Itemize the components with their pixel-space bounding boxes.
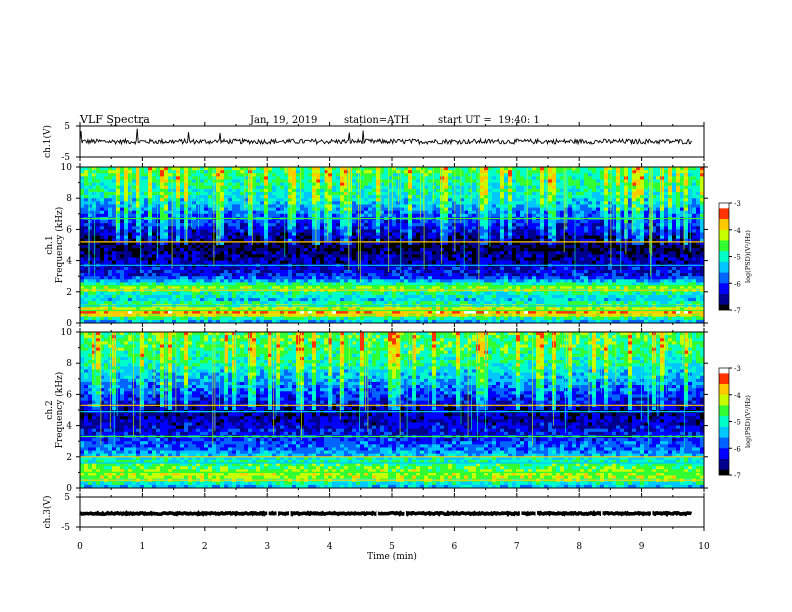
x-tick-label-8: 8 xyxy=(576,542,582,552)
signal-trace-ch1 xyxy=(80,129,692,144)
colorbar-tick-ch2-spec-2: -5 xyxy=(734,419,741,427)
y-tick-label-ch1-spec-1: 2 xyxy=(66,288,72,298)
ch2-spec xyxy=(76,332,708,488)
ch1-spec xyxy=(76,167,708,323)
ch1 xyxy=(76,126,704,157)
x-tick-label-9: 9 xyxy=(639,542,645,552)
x-tick-label-7: 7 xyxy=(514,542,520,552)
colorbar-tick-ch2-spec-4: -7 xyxy=(734,472,741,480)
x-tick-label-6: 6 xyxy=(452,542,458,552)
y-tick-label-ch1-spec-4: 8 xyxy=(66,194,72,204)
x-tick-label-0: 0 xyxy=(77,542,83,552)
y-axis-label-ch2-spec-line2: Frequency (kHz) xyxy=(54,372,65,449)
x-tick-label-3: 3 xyxy=(264,542,270,552)
colorbar-tick-ch1-spec-1: -4 xyxy=(734,227,741,235)
signal-trace-ch3 xyxy=(80,513,692,514)
y-tick-label-ch2-spec-2: 4 xyxy=(66,422,72,432)
colorbar-label-ch2-spec: log(PSD)(V²/Hz) xyxy=(744,395,752,448)
y-tick-label-ch1-1: -5 xyxy=(61,153,70,163)
colorbar-tick-ch1-spec-0: -3 xyxy=(734,200,741,208)
x-axis-label: Time (min) xyxy=(367,551,417,562)
y-tick-label-ch2-spec-4: 8 xyxy=(66,359,72,369)
colorbar-tick-ch2-spec-3: -6 xyxy=(734,445,741,453)
y-tick-label-ch2-spec-1: 2 xyxy=(66,453,72,463)
x-tick-label-10: 10 xyxy=(698,542,710,552)
y-tick-label-ch1-spec-5: 10 xyxy=(61,163,73,173)
y-axis-label-ch1-spec-line1: ch.1 xyxy=(45,235,55,254)
colorbar-ch1-spec xyxy=(719,203,732,310)
y-tick-label-ch2-spec-5: 10 xyxy=(61,328,73,338)
vlf-spectra-figure: 5-5ch.1(V)0246810ch.1 Frequency (kHz)-3-4… xyxy=(0,0,792,612)
y-tick-label-ch3-1: -5 xyxy=(61,523,70,533)
y-tick-label-ch3-0: 5 xyxy=(64,493,70,503)
y-axis-label-ch1: ch.1(V) xyxy=(42,125,53,158)
x-tick-label-2: 2 xyxy=(202,542,208,552)
x-tick-label-5: 5 xyxy=(389,542,395,552)
colorbar-tick-ch1-spec-3: -6 xyxy=(734,280,741,288)
colorbar-tick-ch2-spec-0: -3 xyxy=(734,365,741,373)
colorbar-tick-ch1-spec-2: -5 xyxy=(734,254,741,262)
y-tick-label-ch1-spec-2: 4 xyxy=(66,257,72,267)
y-tick-label-ch1-spec-3: 6 xyxy=(66,225,72,235)
colorbar-tick-ch1-spec-4: -7 xyxy=(734,307,741,315)
ch3 xyxy=(76,497,704,527)
colorbar-ch2-spec xyxy=(719,368,732,475)
y-tick-label-ch1-0: 5 xyxy=(64,122,70,132)
x-tick-label-1: 1 xyxy=(140,542,146,552)
x-tick-label-4: 4 xyxy=(327,542,333,552)
y-tick-label-ch2-spec-3: 6 xyxy=(66,390,72,400)
y-axis-label-ch3: ch.3(V) xyxy=(42,496,53,529)
colorbar-tick-ch2-spec-1: -4 xyxy=(734,392,741,400)
colorbar-label-ch1-spec: log(PSD)(V²/Hz) xyxy=(744,230,752,283)
y-axis-label-ch2-spec-line1: ch.2 xyxy=(45,400,55,419)
y-axis-label-ch1-spec-line2: Frequency (kHz) xyxy=(54,207,65,284)
